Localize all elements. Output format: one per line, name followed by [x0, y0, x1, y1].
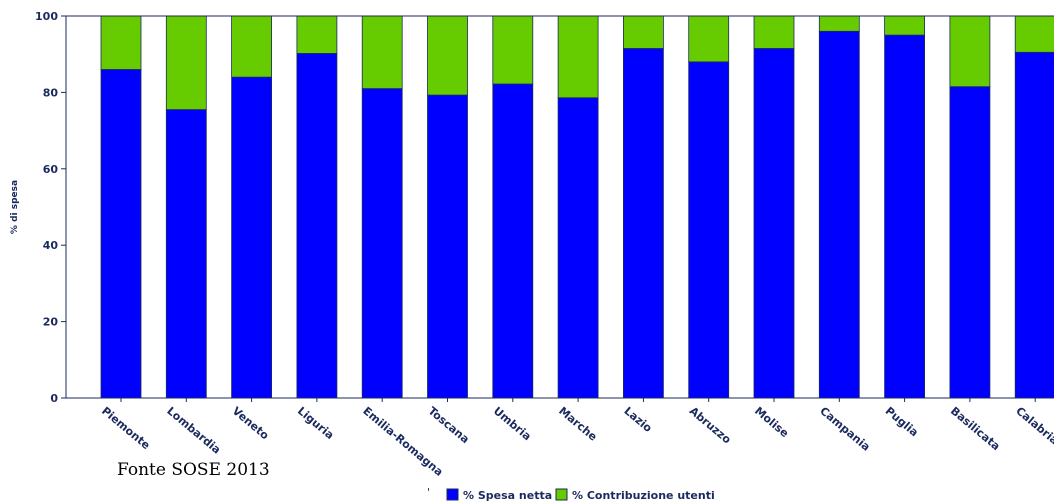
bar-contribuzione-utenti-liguria [296, 15, 338, 54]
x-tick-label-marche: Marche [556, 404, 599, 443]
bar-contribuzione-utenti-toscana [427, 15, 468, 96]
x-tick-label-lazio: Lazio [621, 404, 654, 435]
bar-contribuzione-utenti-molise [753, 15, 795, 49]
bar-spesa-netta-molise [753, 48, 795, 399]
y-ticks: 0 20 40 60 80 100 [35, 10, 66, 405]
x-tick-label-calabria: Calabria [1013, 404, 1054, 447]
y-tick-label: 0 [50, 392, 58, 405]
bar-contribuzione-utenti-lombardia [165, 15, 207, 110]
legend-swatch-spesa-netta [446, 488, 459, 501]
y-tick-label: 60 [43, 163, 59, 176]
bars-layer [100, 15, 1054, 399]
bar-spesa-netta-emilia-romagna [361, 88, 403, 399]
x-tick-label-molise: Molise [752, 404, 791, 440]
bar-contribuzione-utenti-calabria [1014, 15, 1054, 53]
bar-spesa-netta-puglia [884, 34, 925, 399]
x-tick-label-puglia: Puglia [883, 404, 921, 439]
bar-spesa-netta-campania [818, 30, 860, 399]
y-tick-label: 20 [43, 316, 59, 329]
legend-swatch-contribuzione-utenti [555, 488, 568, 501]
x-tick-label-piemonte: Piemonte [99, 404, 152, 452]
x-tick-label-abruzzo: Abruzzo [687, 404, 734, 446]
legend-label-contribuzione-utenti: % Contribuzione utenti [572, 489, 715, 502]
x-tick-label-lombardia: Lombardia [164, 404, 223, 456]
legend: ' % Spesa netta % Contribuzione utenti [427, 486, 715, 502]
bar-contribuzione-utenti-basilicata [949, 15, 991, 88]
bar-spesa-netta-umbria [492, 83, 534, 399]
y-tick-label: 80 [43, 86, 59, 99]
x-tick-label-basilicata: Basilicata [948, 404, 1003, 453]
bar-contribuzione-utenti-campania [818, 15, 860, 32]
bar-contribuzione-utenti-piemonte [100, 15, 142, 70]
bar-contribuzione-utenti-marche [557, 15, 599, 99]
bar-contribuzione-utenti-abruzzo [688, 15, 730, 63]
x-tick-label-toscana: Toscana [426, 404, 472, 446]
x-tick-label-veneto: Veneto [230, 404, 272, 442]
axes-layer [65, 15, 1054, 399]
bar-contribuzione-utenti-lazio [623, 15, 664, 49]
bar-spesa-netta-calabria [1014, 51, 1054, 399]
bar-spesa-netta-basilicata [949, 86, 991, 399]
x-tick-label-liguria: Liguria [295, 404, 336, 442]
y-tick-label: 100 [35, 10, 58, 23]
bar-spesa-netta-abruzzo [688, 61, 730, 399]
bar-contribuzione-utenti-emilia-romagna [361, 15, 403, 89]
bar-spesa-netta-piemonte [100, 69, 142, 399]
x-tick-label-umbria: Umbria [491, 404, 534, 443]
legend-marker-tick: ' [427, 486, 430, 499]
bar-contribuzione-utenti-umbria [492, 15, 534, 85]
y-tick-label: 40 [43, 239, 59, 252]
bar-contribuzione-utenti-veneto [231, 15, 273, 78]
bar-contribuzione-utenti-puglia [884, 15, 925, 36]
bar-spesa-netta-lombardia [165, 109, 207, 399]
x-tick-label-campania: Campania [817, 404, 872, 453]
bar-spesa-netta-marche [557, 97, 599, 399]
bar-spesa-netta-lazio [623, 48, 664, 399]
bar-spesa-netta-toscana [427, 94, 468, 399]
bar-spesa-netta-veneto [231, 76, 273, 399]
legend-label-spesa-netta: % Spesa netta [463, 489, 552, 502]
bar-spesa-netta-liguria [296, 53, 338, 399]
source-note: Fonte SOSE 2013 [117, 460, 270, 480]
y-axis-label: % di spesa [10, 180, 20, 234]
